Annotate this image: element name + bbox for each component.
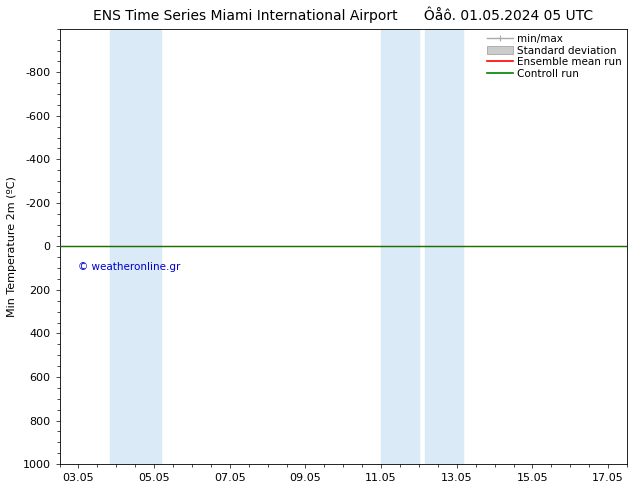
Bar	[381, 29, 419, 464]
Bar	[425, 29, 463, 464]
Y-axis label: Min Temperature 2m (ºC): Min Temperature 2m (ºC)	[7, 176, 17, 317]
Bar	[110, 29, 160, 464]
Legend: min/max, Standard deviation, Ensemble mean run, Controll run: min/max, Standard deviation, Ensemble me…	[485, 32, 624, 81]
Text: © weatheronline.gr: © weatheronline.gr	[79, 262, 181, 271]
Title: ENS Time Series Miami International Airport      Ôåô. 01.05.2024 05 UTC: ENS Time Series Miami International Airp…	[93, 7, 593, 24]
